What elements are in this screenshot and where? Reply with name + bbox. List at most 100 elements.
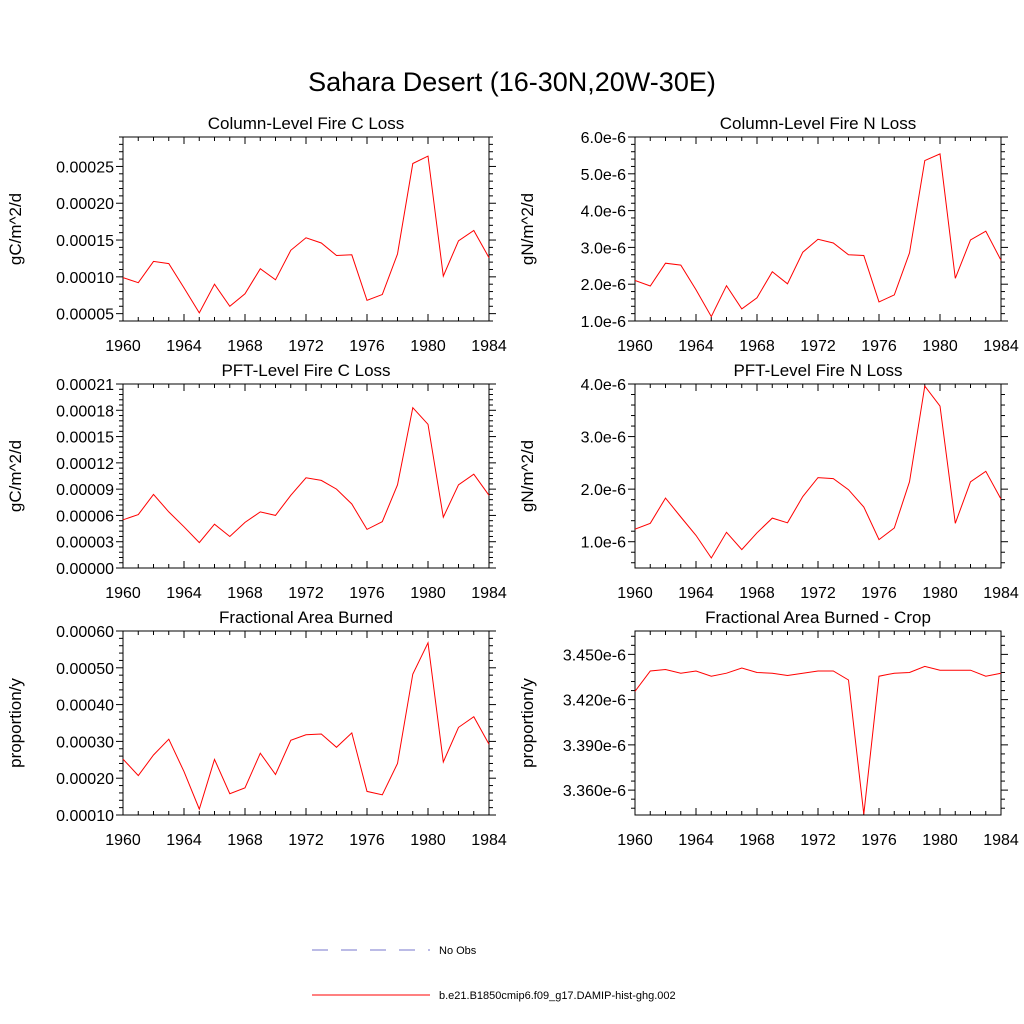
x-tick-label: 1968 [739,832,775,849]
x-tick-label: 1960 [105,585,141,602]
x-tick-label: 1972 [800,338,836,355]
y-tick-label: 3.390e-6 [563,738,626,755]
plot-frame-3 [122,383,490,569]
x-tick-label: 1968 [227,832,263,849]
y-tick-label: 0.00030 [56,734,114,751]
y-tick-label: 0.00012 [56,456,114,473]
y-tick-label: 2.0e-6 [581,482,626,499]
y-tick-label: 0.00020 [56,196,114,213]
y-tick-label: 0.00000 [56,561,114,578]
x-tick-label: 1964 [166,338,202,355]
x-tick-label: 1960 [105,832,141,849]
chart-panel-2: 1960 1964 1968 1972 1976 1980 1984 1.0e-6 2.0e-6… [518,114,1019,355]
page-title: Sahara Desert (16-30N,20W-30E) [308,67,716,97]
x-tick-label: 1972 [288,832,324,849]
series-line-5 [122,641,490,811]
legend-label-no-obs: No Obs [439,945,477,957]
x-tick-label: 1960 [105,338,141,355]
y-tick-label: 3.360e-6 [563,783,626,800]
x-tick-label: 1972 [800,832,836,849]
y-tick-label: 0.00010 [56,808,114,825]
series-line-6 [634,665,1002,815]
y-tick-label: 1.0e-6 [581,535,626,552]
y-tick-label: 3.450e-6 [563,647,626,664]
y-tick-label: 4.0e-6 [581,377,626,394]
x-tick-label: 1980 [410,832,446,849]
panel-title-6: Fractional Area Burned - Crop [705,608,931,627]
x-tick-label: 1964 [678,338,714,355]
x-tick-label: 1980 [410,585,446,602]
x-tick-label: 1960 [617,338,653,355]
x-tick-label: 1964 [166,585,202,602]
x-tick-label: 1980 [922,585,958,602]
y-axis-label-5: proportion/y [6,678,25,768]
y-tick-label: 4.0e-6 [581,204,626,221]
plot-frame-4 [634,383,1002,569]
chart-panel-1: 1960 1964 1968 1972 1976 1980 1984 0.00005 0.000… [6,114,507,355]
x-tick-label: 1968 [227,338,263,355]
chart-panels: 1960 1964 1968 1972 1976 1980 1984 0.00005 0.000… [6,114,1019,849]
series-line-2 [634,153,1002,318]
y-tick-label: 0.00009 [56,482,114,499]
y-tick-label: 0.00010 [56,270,114,287]
legend-item-no-obs: No Obs [312,945,477,957]
y-tick-label: 0.00006 [56,508,114,525]
chart-panel-6: 1960 1964 1968 1972 1976 1980 1984 3.360e-6 3.39… [518,608,1019,849]
y-tick-label: 0.00015 [56,430,114,447]
legend: No Obs b.e21.B1850cmip6.f09_g17.DAMIP-hi… [312,945,676,1002]
y-tick-label: 0.00025 [56,159,114,176]
x-tick-label: 1964 [678,832,714,849]
y-tick-label: 2.0e-6 [581,277,626,294]
x-tick-label: 1972 [288,585,324,602]
x-tick-label: 1976 [861,585,897,602]
y-tick-label: 0.00040 [56,698,114,715]
y-tick-label: 0.00020 [56,771,114,788]
x-tick-label: 1976 [349,832,385,849]
x-tick-label: 1976 [861,338,897,355]
y-tick-label: 3.420e-6 [563,693,626,710]
y-tick-label: 0.00050 [56,661,114,678]
y-axis-label-6: proportion/y [518,678,537,768]
x-tick-label: 1984 [983,832,1019,849]
x-tick-label: 1980 [922,338,958,355]
x-tick-label: 1984 [471,585,507,602]
x-tick-label: 1960 [617,832,653,849]
x-tick-label: 1968 [739,338,775,355]
panel-title-2: Column-Level Fire N Loss [720,114,917,133]
x-tick-label: 1968 [739,585,775,602]
x-tick-label: 1960 [617,585,653,602]
plot-frame-5 [122,630,490,816]
series-line-4 [634,384,1002,559]
y-tick-label: 0.00003 [56,535,114,552]
plot-frame-1 [122,136,490,322]
y-tick-label: 3.0e-6 [581,430,626,447]
y-axis-label-1: gC/m^2/d [6,193,25,265]
y-tick-label: 3.0e-6 [581,240,626,257]
panel-title-5: Fractional Area Burned [219,608,393,627]
y-axis-label-2: gN/m^2/d [518,193,537,265]
x-tick-label: 1964 [166,832,202,849]
x-tick-label: 1980 [410,338,446,355]
series-line-1 [122,155,490,314]
y-axis-label-3: gC/m^2/d [6,440,25,512]
y-tick-label: 0.00021 [56,377,114,394]
x-tick-label: 1972 [288,338,324,355]
legend-label-model-run: b.e21.B1850cmip6.f09_g17.DAMIP-hist-ghg.… [439,990,676,1002]
x-tick-label: 1976 [349,585,385,602]
x-tick-label: 1984 [983,338,1019,355]
x-tick-label: 1972 [800,585,836,602]
y-axis-label-4: gN/m^2/d [518,440,537,512]
x-tick-label: 1968 [227,585,263,602]
chart-panel-4: 1960 1964 1968 1972 1976 1980 1984 1.0e-6 2.0e-6… [518,361,1019,602]
y-tick-label: 0.00018 [56,403,114,420]
x-tick-label: 1984 [983,585,1019,602]
x-tick-label: 1980 [922,832,958,849]
x-tick-label: 1976 [349,338,385,355]
y-tick-label: 0.00005 [56,307,114,324]
plot-frame-2 [634,136,1002,322]
y-tick-label: 1.0e-6 [581,314,626,331]
x-tick-label: 1976 [861,832,897,849]
legend-item-model-run: b.e21.B1850cmip6.f09_g17.DAMIP-hist-ghg.… [312,990,676,1002]
panel-title-4: PFT-Level Fire N Loss [733,361,902,380]
